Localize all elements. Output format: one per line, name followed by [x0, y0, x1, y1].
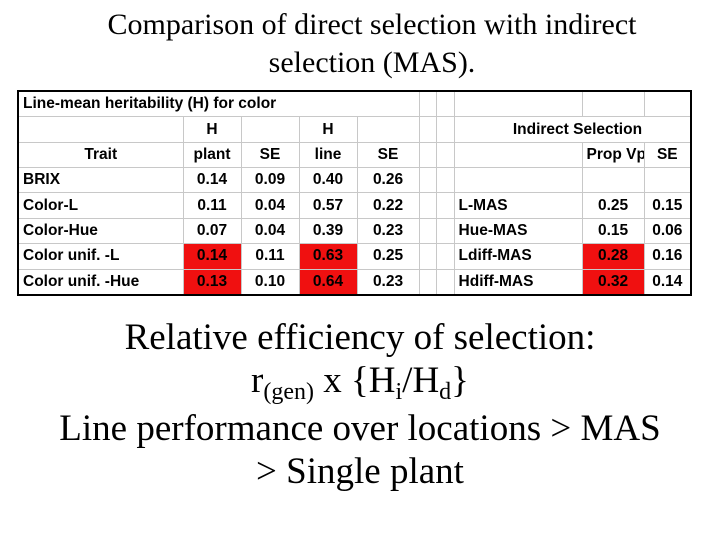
se1-cell: 0.09 [240, 167, 300, 194]
header-line: line [298, 141, 358, 169]
header-trait: Trait [17, 141, 184, 169]
table-row: Color-L 0.11 0.04 0.57 0.22 L-MAS 0.25 0… [17, 192, 693, 219]
slide-title: Comparison of direct selection with indi… [0, 6, 720, 82]
formula-close: } [451, 360, 469, 401]
mas-cell: L-MAS [453, 192, 583, 219]
formula-line: r(gen) x {Hi/Hd} [0, 359, 720, 407]
plant-cell: 0.14 [182, 167, 242, 194]
header-row-1: H H Indirect Selection [17, 116, 693, 143]
trait-cell: Color unif. -L [17, 243, 184, 270]
heritability-table-container: Line-mean heritability (H) for color H H… [16, 90, 693, 296]
se2-cell: 0.26 [356, 167, 420, 194]
trait-cell: Color unif. -Hue [17, 268, 184, 296]
mas-cell: Hue-MAS [453, 217, 583, 245]
table-row: Color unif. -L 0.14 0.11 0.63 0.25 Ldiff… [17, 243, 693, 270]
prop-vp-cell-highlighted: 0.28 [581, 243, 645, 270]
plant-cell-highlighted: 0.13 [182, 268, 242, 296]
se2-cell: 0.23 [356, 217, 420, 245]
plant-cell: 0.11 [182, 192, 242, 219]
line-cell: 0.40 [298, 167, 358, 194]
line-cell: 0.57 [298, 192, 358, 219]
plant-cell-highlighted: 0.14 [182, 243, 242, 270]
prop-vp-cell: 0.25 [581, 192, 645, 219]
formula-slash: /H [402, 360, 440, 401]
header-h-plant: H [182, 116, 242, 143]
prop-vp-cell [581, 167, 645, 194]
se1-cell: 0.10 [240, 268, 300, 296]
title-line-1: Comparison of direct selection with indi… [107, 8, 637, 41]
slide-body: Relative efficiency of selection: r(gen)… [0, 316, 720, 493]
line-cell-highlighted: 0.63 [298, 243, 358, 270]
se3-cell [643, 167, 693, 194]
formula-d-subscript: d [439, 379, 452, 405]
body-line-4: > Single plant [256, 451, 464, 492]
header-indirect-selection: Indirect Selection [453, 116, 693, 143]
prop-vp-cell: 0.15 [581, 217, 645, 245]
title-line-2: selection (MAS). [268, 46, 476, 79]
trait-cell: Color-L [17, 192, 184, 219]
se1-cell: 0.04 [240, 217, 300, 245]
se3-cell: 0.15 [643, 192, 693, 219]
header-h-line: H [298, 116, 358, 143]
table-row: Color-Hue 0.07 0.04 0.39 0.23 Hue-MAS 0.… [17, 217, 693, 245]
se3-cell: 0.06 [643, 217, 693, 245]
table-caption: Line-mean heritability (H) for color [16, 90, 420, 118]
se2-cell: 0.23 [356, 268, 420, 296]
se2-cell: 0.25 [356, 243, 420, 270]
header-se-2: SE [356, 141, 420, 169]
formula-gen-subscript: (gen) [263, 379, 315, 405]
se2-cell: 0.22 [356, 192, 420, 219]
se1-cell: 0.04 [240, 192, 300, 219]
formula-i-subscript: i [395, 379, 403, 405]
header-se-1: SE [240, 141, 300, 169]
formula-r: r [251, 360, 264, 401]
line-cell: 0.39 [298, 217, 358, 245]
heritability-table: Line-mean heritability (H) for color H H… [16, 90, 693, 296]
trait-cell: Color-Hue [17, 217, 184, 245]
formula-x: x {H [314, 360, 396, 401]
header-row-2: Trait plant SE line SE Prop Vp SE [17, 141, 693, 169]
se3-cell: 0.16 [643, 243, 693, 270]
se1-cell: 0.11 [240, 243, 300, 270]
header-plant: plant [182, 141, 242, 169]
mas-cell: Ldiff-MAS [453, 243, 583, 270]
table-caption-row: Line-mean heritability (H) for color [16, 90, 693, 118]
table-row: BRIX 0.14 0.09 0.40 0.26 [17, 167, 693, 194]
body-line-3: Line performance over locations > MAS [59, 408, 661, 449]
table-row: Color unif. -Hue 0.13 0.10 0.64 0.23 Hdi… [17, 268, 693, 296]
line-cell-highlighted: 0.64 [298, 268, 358, 296]
se3-cell: 0.14 [643, 268, 693, 296]
plant-cell: 0.07 [182, 217, 242, 245]
header-se-3: SE [643, 141, 693, 169]
mas-cell [453, 167, 583, 194]
mas-cell: Hdiff-MAS [453, 268, 583, 296]
header-prop-vp: Prop Vp [581, 141, 645, 169]
prop-vp-cell-highlighted: 0.32 [581, 268, 645, 296]
body-line-1: Relative efficiency of selection: [124, 317, 596, 358]
trait-cell: BRIX [17, 167, 184, 194]
